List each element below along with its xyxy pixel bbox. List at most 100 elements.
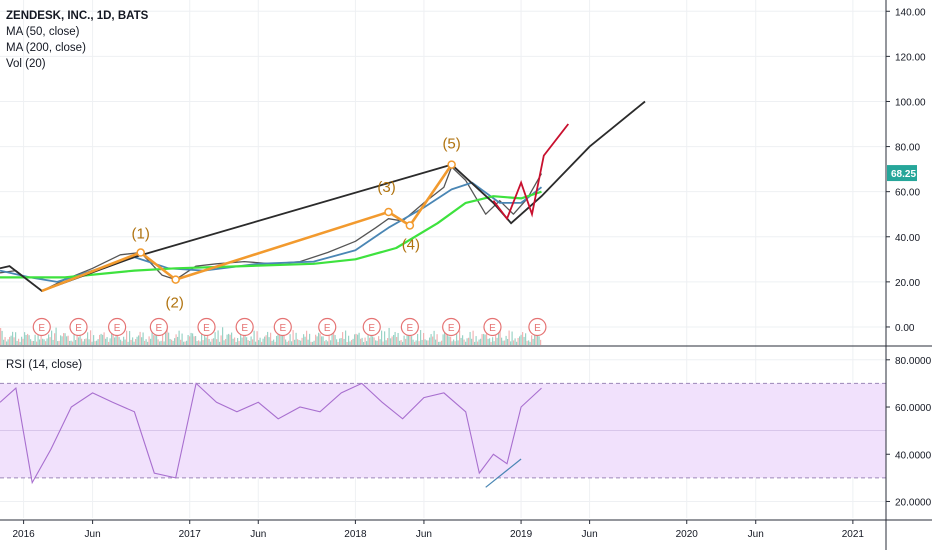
volume-bar [324,341,326,345]
time-tick-label: 2018 [344,529,367,540]
volume-bar [202,340,204,345]
earnings-marker[interactable]: E [108,317,127,337]
volume-bar [66,336,68,345]
earnings-marker[interactable]: E [442,317,461,337]
earnings-letter: E [156,323,163,334]
volume-bar [439,341,441,345]
volume-bar [411,336,413,345]
volume-bar [45,341,47,345]
volume-bar [463,339,465,345]
volume-bar [282,333,284,345]
volume-bar [283,335,285,345]
volume-bar [63,333,65,345]
earnings-marker[interactable]: E [483,317,502,337]
volume-bar [72,341,74,345]
volume-bar [393,334,395,345]
volume-bar [99,334,101,345]
volume-bar [426,340,428,345]
trend-line [134,163,452,258]
volume-bar [97,339,99,345]
time-tick-label: 2021 [842,529,865,540]
volume-bar [457,340,459,345]
volume-bar [88,339,90,345]
volume-bar [277,324,279,345]
volume-bar [537,334,539,345]
volume-bar [124,339,126,345]
volume-bar [115,331,117,345]
price-tick-label: 60.00 [895,188,920,199]
volume-bar [348,335,350,345]
wave-point [384,207,393,217]
earnings-marker[interactable]: E [197,317,216,337]
volume-bar [148,336,150,345]
volume-bar [82,341,84,345]
wave-label: (3) [377,179,395,196]
volume-bar [385,340,387,345]
volume-bar [192,333,194,345]
volume-bar [151,331,153,345]
earnings-marker[interactable]: E [318,317,337,337]
volume-bar [55,327,57,345]
earnings-marker[interactable]: E [235,317,254,337]
legend-rsi[interactable]: RSI (14, close) [6,359,83,371]
volume-bar [172,340,174,345]
volume-bar [108,341,110,345]
volume-bar [102,334,104,345]
volume-bar [489,338,491,345]
volume-bar [402,341,404,345]
volume-bar [244,336,246,345]
volume-bar [58,340,60,345]
volume-bar [535,335,537,345]
volume-bar [163,341,165,345]
earnings-circle [528,317,547,337]
volume-bar [322,336,324,345]
wave-label: (4) [402,236,420,253]
volume-bar [364,337,366,345]
earnings-marker[interactable]: E [69,317,88,337]
volume-bar [61,336,63,345]
volume-bar [438,341,440,345]
volume-bar [366,341,368,345]
volume-bar [432,336,434,345]
volume-bar [433,330,435,345]
volume-bar [399,340,401,345]
volume-bar [388,327,390,345]
volume-bar [183,341,185,345]
projection-line [492,123,570,221]
volume-bar [214,332,216,345]
volume-bar [453,339,455,345]
volume-bar [462,335,464,345]
earnings-marker[interactable]: E [400,317,419,337]
volume-bar [477,341,479,345]
earnings-marker[interactable]: E [32,317,51,337]
earnings-marker[interactable]: E [273,317,292,337]
volume-bar [517,337,519,345]
earnings-marker[interactable]: E [528,317,547,337]
volume-bar [475,336,477,345]
legend-ma200[interactable]: MA (200, close) [6,42,86,54]
volume-bar [271,340,273,345]
chart-legend: ZENDESK, INC., 1D, BATS MA (50, close) M… [6,8,148,72]
volume-bar [220,335,222,345]
volume-bar [259,337,261,345]
volume-bar [223,340,225,345]
legend-vol[interactable]: Vol (20) [6,58,46,70]
legend-ma50[interactable]: MA (50, close) [6,26,80,38]
volume-bar [471,338,473,345]
volume-bar [400,339,402,345]
volume-bar [391,336,393,345]
earnings-marker[interactable]: E [362,317,381,337]
volume-bar [306,330,308,345]
earnings-marker[interactable]: E [149,317,168,337]
volume-bar [423,333,425,345]
volume-bar [25,334,27,345]
volume-bar [445,332,447,345]
earnings-circle [69,317,88,337]
volume-bar [94,341,96,345]
volume-bar [145,339,147,345]
volume-bar [180,339,182,345]
volume-bar [153,335,155,345]
symbol-title[interactable]: ZENDESK, INC., 1D, BATS [6,10,149,22]
